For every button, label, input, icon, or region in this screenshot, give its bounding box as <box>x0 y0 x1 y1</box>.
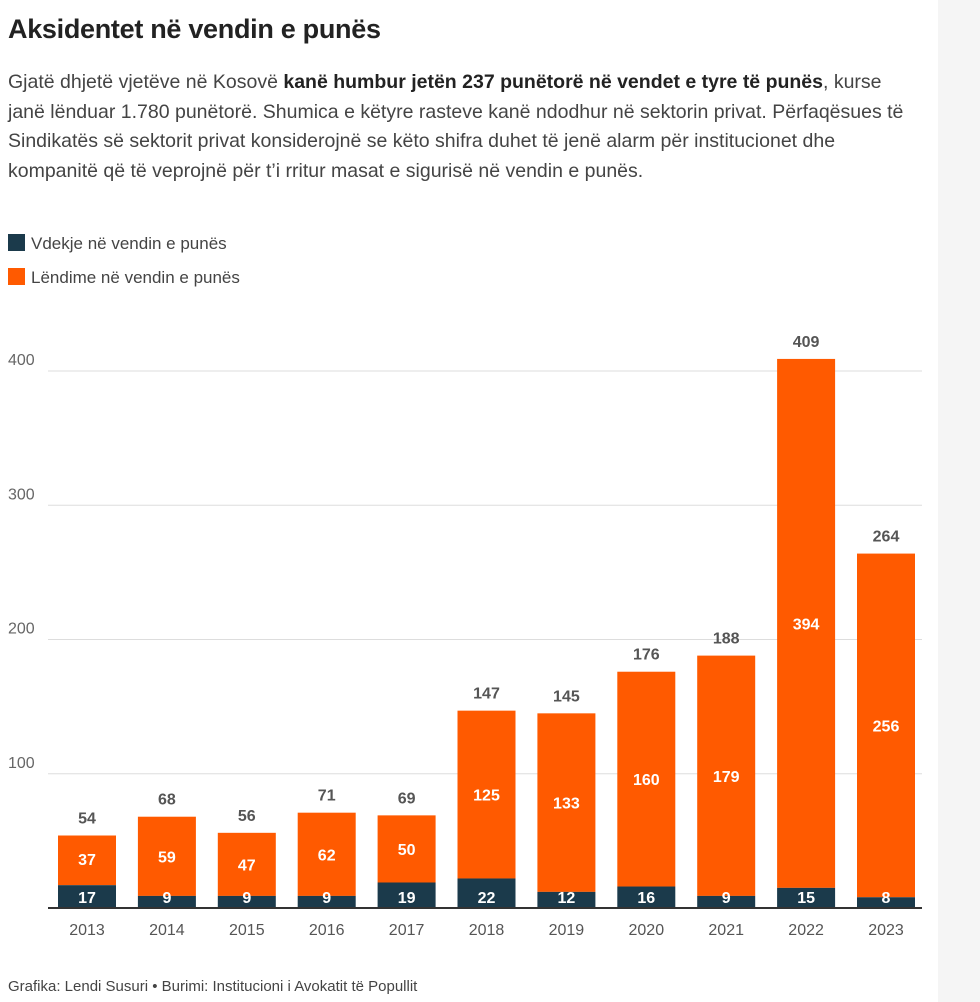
label-deaths-2021: 9 <box>722 890 731 907</box>
bar-deaths-2018 <box>457 878 516 908</box>
x-tick-label-2022: 2022 <box>788 922 824 939</box>
label-injuries-2019: 133 <box>553 796 580 813</box>
bar-deaths-2014 <box>137 895 196 908</box>
bar-deaths-2022 <box>777 887 836 908</box>
label-total-2014: 68 <box>158 792 176 809</box>
intro-text: Gjatë dhjetë vjetëve në Kosovë kanë humb… <box>8 68 923 186</box>
label-total-2013: 54 <box>78 811 96 828</box>
stacked-bar-chart: 100 200 300 400 17 37 54 2013 9 59 68 2014 9 47 56 2015… <box>8 334 922 939</box>
y-tick-label-400: 400 <box>8 352 35 369</box>
x-tick-label-2020: 2020 <box>629 922 665 939</box>
bar-deaths-2019 <box>537 891 596 908</box>
x-tick-label-2015: 2015 <box>229 922 265 939</box>
label-deaths-2020: 16 <box>637 890 655 907</box>
x-tick-label-2023: 2023 <box>868 922 904 939</box>
label-total-2016: 71 <box>318 788 336 805</box>
label-deaths-2018: 22 <box>478 890 496 907</box>
bar-injuries-2023 <box>857 553 915 898</box>
x-tick-label-2016: 2016 <box>309 922 345 939</box>
y-tick-label-300: 300 <box>8 486 35 503</box>
right-margin <box>938 0 980 1002</box>
bar-injuries-2016 <box>297 812 356 896</box>
legend-swatch-injuries <box>8 268 25 285</box>
bar-deaths-2017 <box>377 882 436 908</box>
legend-swatch-deaths <box>8 234 25 251</box>
intro-bold: kanë humbur jetën 237 punëtorë në vendet… <box>283 71 823 93</box>
label-deaths-2017: 19 <box>398 890 416 907</box>
label-injuries-2020: 160 <box>633 772 660 789</box>
x-tick-label-2013: 2013 <box>69 922 105 939</box>
label-total-2017: 69 <box>398 790 416 807</box>
bar-deaths-2013 <box>58 885 116 908</box>
label-deaths-2014: 9 <box>162 890 171 907</box>
label-deaths-2013: 17 <box>78 890 96 907</box>
x-tick-label-2017: 2017 <box>389 922 425 939</box>
label-total-2020: 176 <box>633 647 660 664</box>
x-tick-label-2021: 2021 <box>708 922 744 939</box>
bar-injuries-2014 <box>137 816 196 896</box>
label-injuries-2016: 62 <box>318 847 336 864</box>
bar-deaths-2015 <box>217 895 276 908</box>
source-credit: Grafika: Lendi Susuri • Burimi: Instituc… <box>8 978 418 995</box>
label-total-2018: 147 <box>473 686 500 703</box>
label-deaths-2023: 8 <box>882 890 891 907</box>
label-injuries-2022: 394 <box>793 616 820 633</box>
label-deaths-2015: 9 <box>242 890 251 907</box>
label-total-2022: 409 <box>793 334 820 351</box>
bar-deaths-2016 <box>297 895 356 908</box>
y-tick-label-200: 200 <box>8 621 35 638</box>
legend-label-injuries: Lëndime në vendin e punës <box>31 268 240 287</box>
chart-panel: Aksidentet në vendin e punës Gjatë dhjet… <box>8 14 923 995</box>
y-tick-label-100: 100 <box>8 755 35 772</box>
label-deaths-2016: 9 <box>322 890 331 907</box>
intro-part-1: Gjatë dhjetë vjetëve në Kosovë <box>8 71 284 93</box>
bar-injuries-2021 <box>697 655 756 896</box>
bar-deaths-2020 <box>617 886 676 908</box>
bar-injuries-2022 <box>777 358 836 888</box>
label-injuries-2013: 37 <box>78 852 96 869</box>
bar-injuries-2020 <box>617 671 676 887</box>
x-tick-label-2014: 2014 <box>149 922 185 939</box>
x-tick-label-2018: 2018 <box>469 922 505 939</box>
label-total-2021: 188 <box>713 631 740 648</box>
label-deaths-2019: 12 <box>558 890 576 907</box>
x-tick-label-2019: 2019 <box>549 922 585 939</box>
label-injuries-2017: 50 <box>398 842 416 859</box>
bar-injuries-2017 <box>377 815 436 883</box>
label-injuries-2014: 59 <box>158 849 176 866</box>
label-total-2023: 264 <box>873 529 900 546</box>
bar-injuries-2019 <box>537 713 596 892</box>
label-deaths-2022: 15 <box>797 890 815 907</box>
bar-injuries-2015 <box>217 832 276 896</box>
label-injuries-2018: 125 <box>473 788 500 805</box>
label-injuries-2015: 47 <box>238 857 256 874</box>
legend-item-deaths: Vdekje në vendin e punës <box>8 234 227 254</box>
label-total-2015: 56 <box>238 808 256 825</box>
label-injuries-2021: 179 <box>713 769 740 786</box>
legend-item-injuries: Lëndime në vendin e punës <box>8 268 240 288</box>
legend-label-deaths: Vdekje në vendin e punës <box>31 234 227 253</box>
label-total-2019: 145 <box>553 688 580 705</box>
bar-deaths-2023 <box>857 897 915 908</box>
label-injuries-2023: 256 <box>873 718 900 735</box>
bar-injuries-2018 <box>457 710 516 879</box>
bar-deaths-2021 <box>697 895 756 908</box>
bar-injuries-2013 <box>58 835 116 886</box>
page-title: Aksidentet në vendin e punës <box>8 14 381 44</box>
intro-part-2: , kurse janë lënduar 1.780 punëtorë. Shu… <box>8 71 904 182</box>
